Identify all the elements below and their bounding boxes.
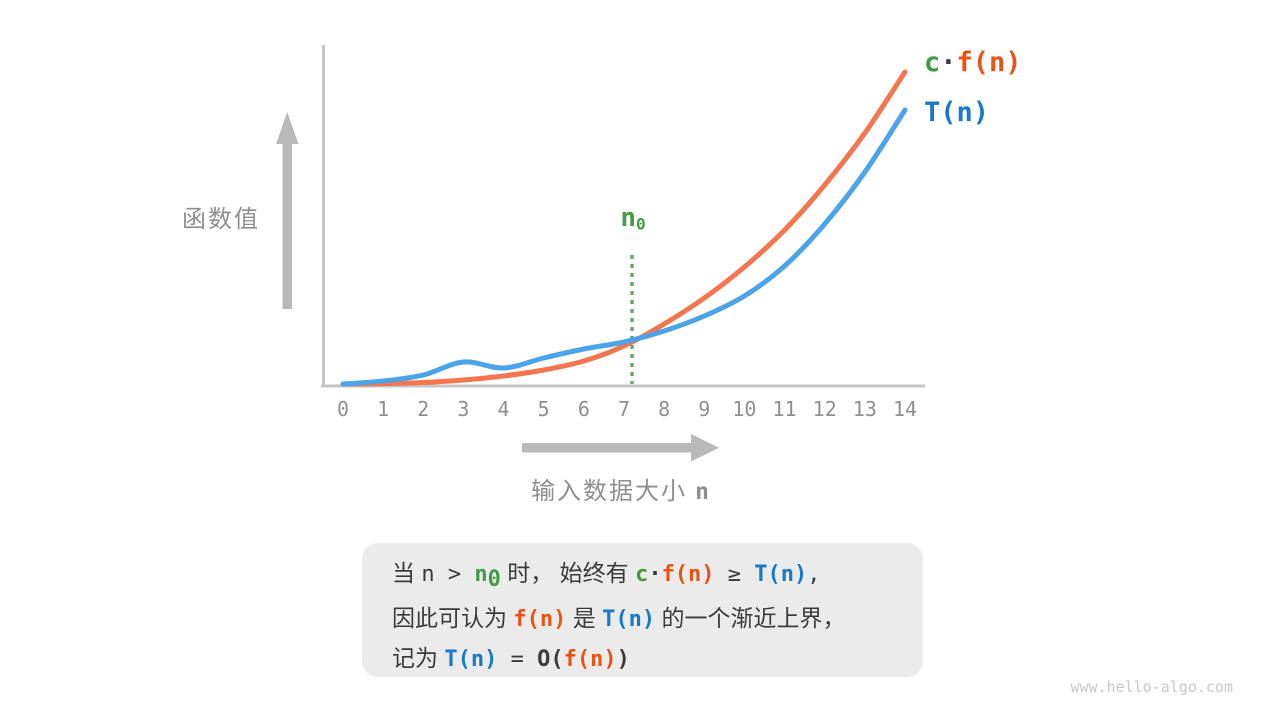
text-segment: f(n)	[563, 646, 617, 672]
x-tick-label: 12	[812, 397, 837, 421]
x-tick-label: 4	[497, 397, 510, 421]
text-segment: T(n)	[924, 97, 990, 128]
x-tick-label: 10	[732, 397, 757, 421]
text-segment: ,	[807, 562, 821, 587]
text-segment: O(	[537, 646, 564, 672]
x-tick-label: 13	[852, 397, 877, 421]
x-tick-label: 3	[457, 397, 470, 421]
x-tick-label: 6	[577, 397, 590, 421]
x-tick-label: 1	[377, 397, 390, 421]
y-axis-label: 函数值	[182, 206, 260, 233]
text-segment: 是	[566, 604, 603, 631]
x-axis-label: 输入数据大小 n	[440, 471, 800, 506]
x-tick-label: 8	[658, 397, 671, 421]
x-tick-label: 9	[698, 397, 711, 421]
text-segment: 的一个渐近上界，	[655, 604, 846, 631]
caption-line: 当 n > n0 时， 始终有 c·f(n) ≥ T(n),	[392, 554, 923, 599]
caption-box: 当 n > n0 时， 始终有 c·f(n) ≥ T(n), 因此可认为 f(n)…	[362, 543, 923, 677]
x-axis-arrow-icon	[522, 434, 719, 462]
text-segment: ·	[648, 562, 662, 587]
text-segment: )	[616, 646, 630, 672]
x-tick-label: 11	[772, 397, 797, 421]
watermark: www.hello-algo.com	[1070, 678, 1233, 696]
text-segment: f(n)	[513, 606, 567, 632]
legend-entry-c-f-n: c·f(n)	[924, 46, 1022, 96]
text-segment: c	[635, 562, 649, 587]
text-segment: 时， 始终有	[500, 560, 636, 586]
y-axis-arrow-icon	[276, 112, 299, 309]
legend-entry-t-n: T(n)	[924, 96, 1022, 146]
x-tick-label: 2	[417, 397, 430, 421]
text-segment: f(n)	[661, 562, 715, 587]
text-segment: 0	[487, 566, 501, 592]
curve-c-f-n	[340, 69, 908, 387]
text-segment: 记为	[392, 644, 445, 671]
caption-line: 记为 T(n) = O(f(n))	[392, 639, 923, 679]
curve-t-n	[340, 107, 908, 387]
x-tick-label: 7	[617, 397, 631, 421]
x-tick-label: 5	[537, 397, 550, 421]
text-segment: n	[474, 562, 488, 587]
x-tick-label: 0	[336, 397, 350, 421]
text-segment: ·	[940, 47, 957, 78]
text-segment: >	[434, 562, 475, 587]
n0-label: n0	[620, 203, 646, 234]
legend: c·f(n) T(n)	[924, 46, 1022, 146]
text-segment: 因此可认为	[392, 604, 514, 631]
x-axis-variable: n	[695, 479, 709, 505]
text-segment: n	[421, 562, 435, 587]
text-segment: c	[924, 47, 941, 78]
text-segment: f(n)	[956, 47, 1022, 78]
text-segment: T(n)	[754, 562, 808, 587]
text-segment: T(n)	[444, 646, 498, 672]
x-tick-label: 14	[892, 397, 918, 421]
text-segment: T(n)	[602, 606, 656, 632]
text-segment: ≥	[714, 562, 755, 587]
caption-line: 因此可认为 f(n) 是 T(n) 的一个渐近上界，	[392, 599, 923, 639]
x-axis-label-text: 输入数据大小	[531, 478, 688, 505]
text-segment: =	[497, 646, 538, 672]
text-segment: 当	[392, 560, 422, 586]
